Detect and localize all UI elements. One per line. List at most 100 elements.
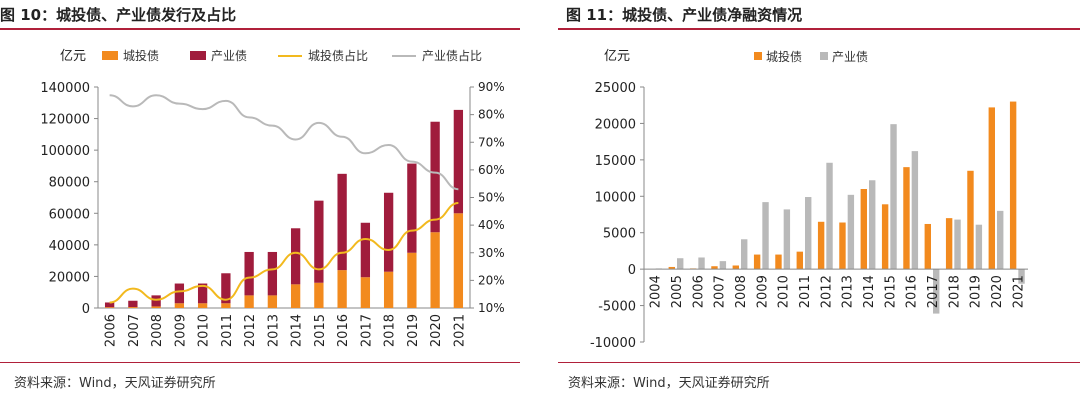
bar-chengtou	[453, 213, 464, 308]
line-chanye-share	[109, 94, 459, 191]
bar-chengtou	[337, 270, 347, 308]
x-tick-label: 2015	[883, 275, 898, 308]
bar-chanye	[267, 251, 278, 296]
x-tick-label: 2016	[336, 314, 351, 347]
x-tick-label: 2019	[969, 275, 984, 308]
left-y-tick-label: 20000	[49, 270, 90, 285]
left-panel: 图 10：城投债、产业债发行及占比 亿元 城投债 产业债 城投债占比 产业债占比 0 200…	[0, 0, 520, 407]
right-title-rule	[558, 28, 1080, 30]
y-tick-label: 10000	[595, 190, 636, 205]
x-tick-label: 2013	[266, 314, 281, 347]
bar-chengtou-net	[839, 222, 846, 270]
x-tick-label: 2021	[1011, 275, 1026, 308]
bar-chanye	[221, 273, 231, 304]
x-tick-label: 2011	[220, 314, 235, 347]
bar-chengtou	[267, 295, 278, 308]
bar-chanye-net	[890, 124, 897, 270]
bar-chanye-net	[698, 257, 705, 270]
bar-chanye	[360, 222, 371, 278]
bar-chanye-net	[719, 261, 727, 270]
bar-chengtou	[221, 303, 231, 308]
x-tick-label: 2008	[734, 275, 749, 308]
left-y-tick-label: 120000	[40, 113, 90, 128]
bar-chengtou-net	[732, 265, 739, 270]
right-y-tick-label: 30%	[478, 246, 505, 260]
bar-chanye	[453, 109, 464, 214]
bar-chengtou	[151, 306, 161, 308]
left-y-tick-label: 140000	[40, 81, 90, 96]
left-y-tick-label: 80000	[49, 176, 90, 191]
bar-chengtou-net	[711, 266, 718, 270]
bar-chengtou	[290, 284, 301, 308]
bar-chanye-net	[783, 209, 791, 270]
x-tick-label: 2020	[990, 275, 1005, 308]
bar-chengtou-net	[775, 254, 782, 270]
bar-chengtou	[314, 282, 324, 308]
x-tick-label: 2006	[104, 314, 119, 347]
bar-chengtou-net	[881, 204, 889, 270]
x-tick-label: 2009	[755, 275, 770, 308]
left-source-rule	[0, 362, 520, 363]
left-y-unit-label: 亿元	[60, 49, 86, 64]
x-tick-label: 2018	[383, 314, 398, 347]
bar-chanye-net	[869, 180, 876, 270]
legend-swatch-chanye	[820, 52, 828, 60]
bar-chanye-net	[1018, 269, 1025, 284]
x-tick-label: 2006	[691, 275, 706, 308]
right-chart-title: 图 11：城投债、产业债净融资情况	[566, 6, 803, 24]
bar-chanye-net	[805, 197, 812, 270]
bar-chanye	[151, 295, 161, 307]
bar-chengtou-net	[796, 251, 803, 270]
right-y-tick-label: 20%	[478, 273, 505, 287]
x-tick-label: 2010	[197, 314, 212, 347]
bar-chengtou	[104, 307, 115, 308]
line-chengtou-share	[109, 202, 459, 304]
bar-chanye-net	[741, 239, 748, 270]
x-tick-label: 2016	[905, 275, 920, 308]
right-y-tick-label: 80%	[478, 108, 505, 122]
left-y-tick-label: 100000	[40, 144, 90, 159]
x-tick-label: 2014	[862, 275, 877, 308]
legend-swatch-0	[102, 51, 118, 60]
bar-chengtou-net	[988, 107, 995, 270]
left-y-tick-label: 60000	[49, 207, 90, 222]
right-y-tick-label: 90%	[478, 80, 505, 94]
legend-label-chanye: 产业债	[832, 50, 868, 64]
legend-swatch-chengtou	[754, 52, 762, 60]
bar-chanye	[290, 228, 301, 285]
right-y-tick-label: 10%	[478, 301, 505, 315]
legend-label-3: 产业债占比	[422, 48, 482, 63]
right-source-rule	[558, 362, 1080, 363]
bar-chanye-net	[762, 202, 769, 270]
y-tick-label: -10000	[590, 336, 636, 351]
legend-label-1: 产业债	[211, 49, 247, 63]
x-tick-label: 2019	[406, 314, 421, 347]
legend-swatch-1	[190, 51, 206, 60]
bar-chanye	[197, 283, 208, 304]
x-tick-label: 2011	[798, 275, 813, 308]
bar-chanye-net	[975, 224, 983, 270]
y-tick-label: 5000	[603, 227, 636, 242]
x-tick-label: 2014	[290, 314, 305, 347]
bar-chengtou	[383, 271, 394, 308]
left-y-tick-label: 0	[82, 302, 90, 317]
left-y-tick-label: 40000	[49, 239, 90, 254]
y-tick-label: -5000	[598, 300, 636, 315]
x-tick-label: 2008	[150, 314, 165, 347]
x-tick-label: 2005	[670, 275, 685, 308]
bar-chanye-net	[954, 219, 961, 270]
bar-chengtou	[174, 303, 185, 308]
y-tick-label: 20000	[595, 117, 636, 132]
bar-chengtou-net	[924, 223, 931, 270]
x-tick-label: 2009	[173, 314, 188, 347]
x-tick-label: 2012	[819, 275, 834, 308]
bar-chanye	[174, 283, 185, 304]
bar-chengtou	[430, 232, 440, 308]
x-tick-label: 2017	[926, 275, 941, 308]
bar-chengtou-net	[945, 218, 953, 270]
x-tick-label: 2010	[777, 275, 792, 308]
y-tick-label: 15000	[595, 154, 636, 169]
bar-chengtou	[128, 307, 138, 308]
x-tick-label: 2017	[359, 314, 374, 347]
bar-chengtou-net	[967, 170, 974, 270]
